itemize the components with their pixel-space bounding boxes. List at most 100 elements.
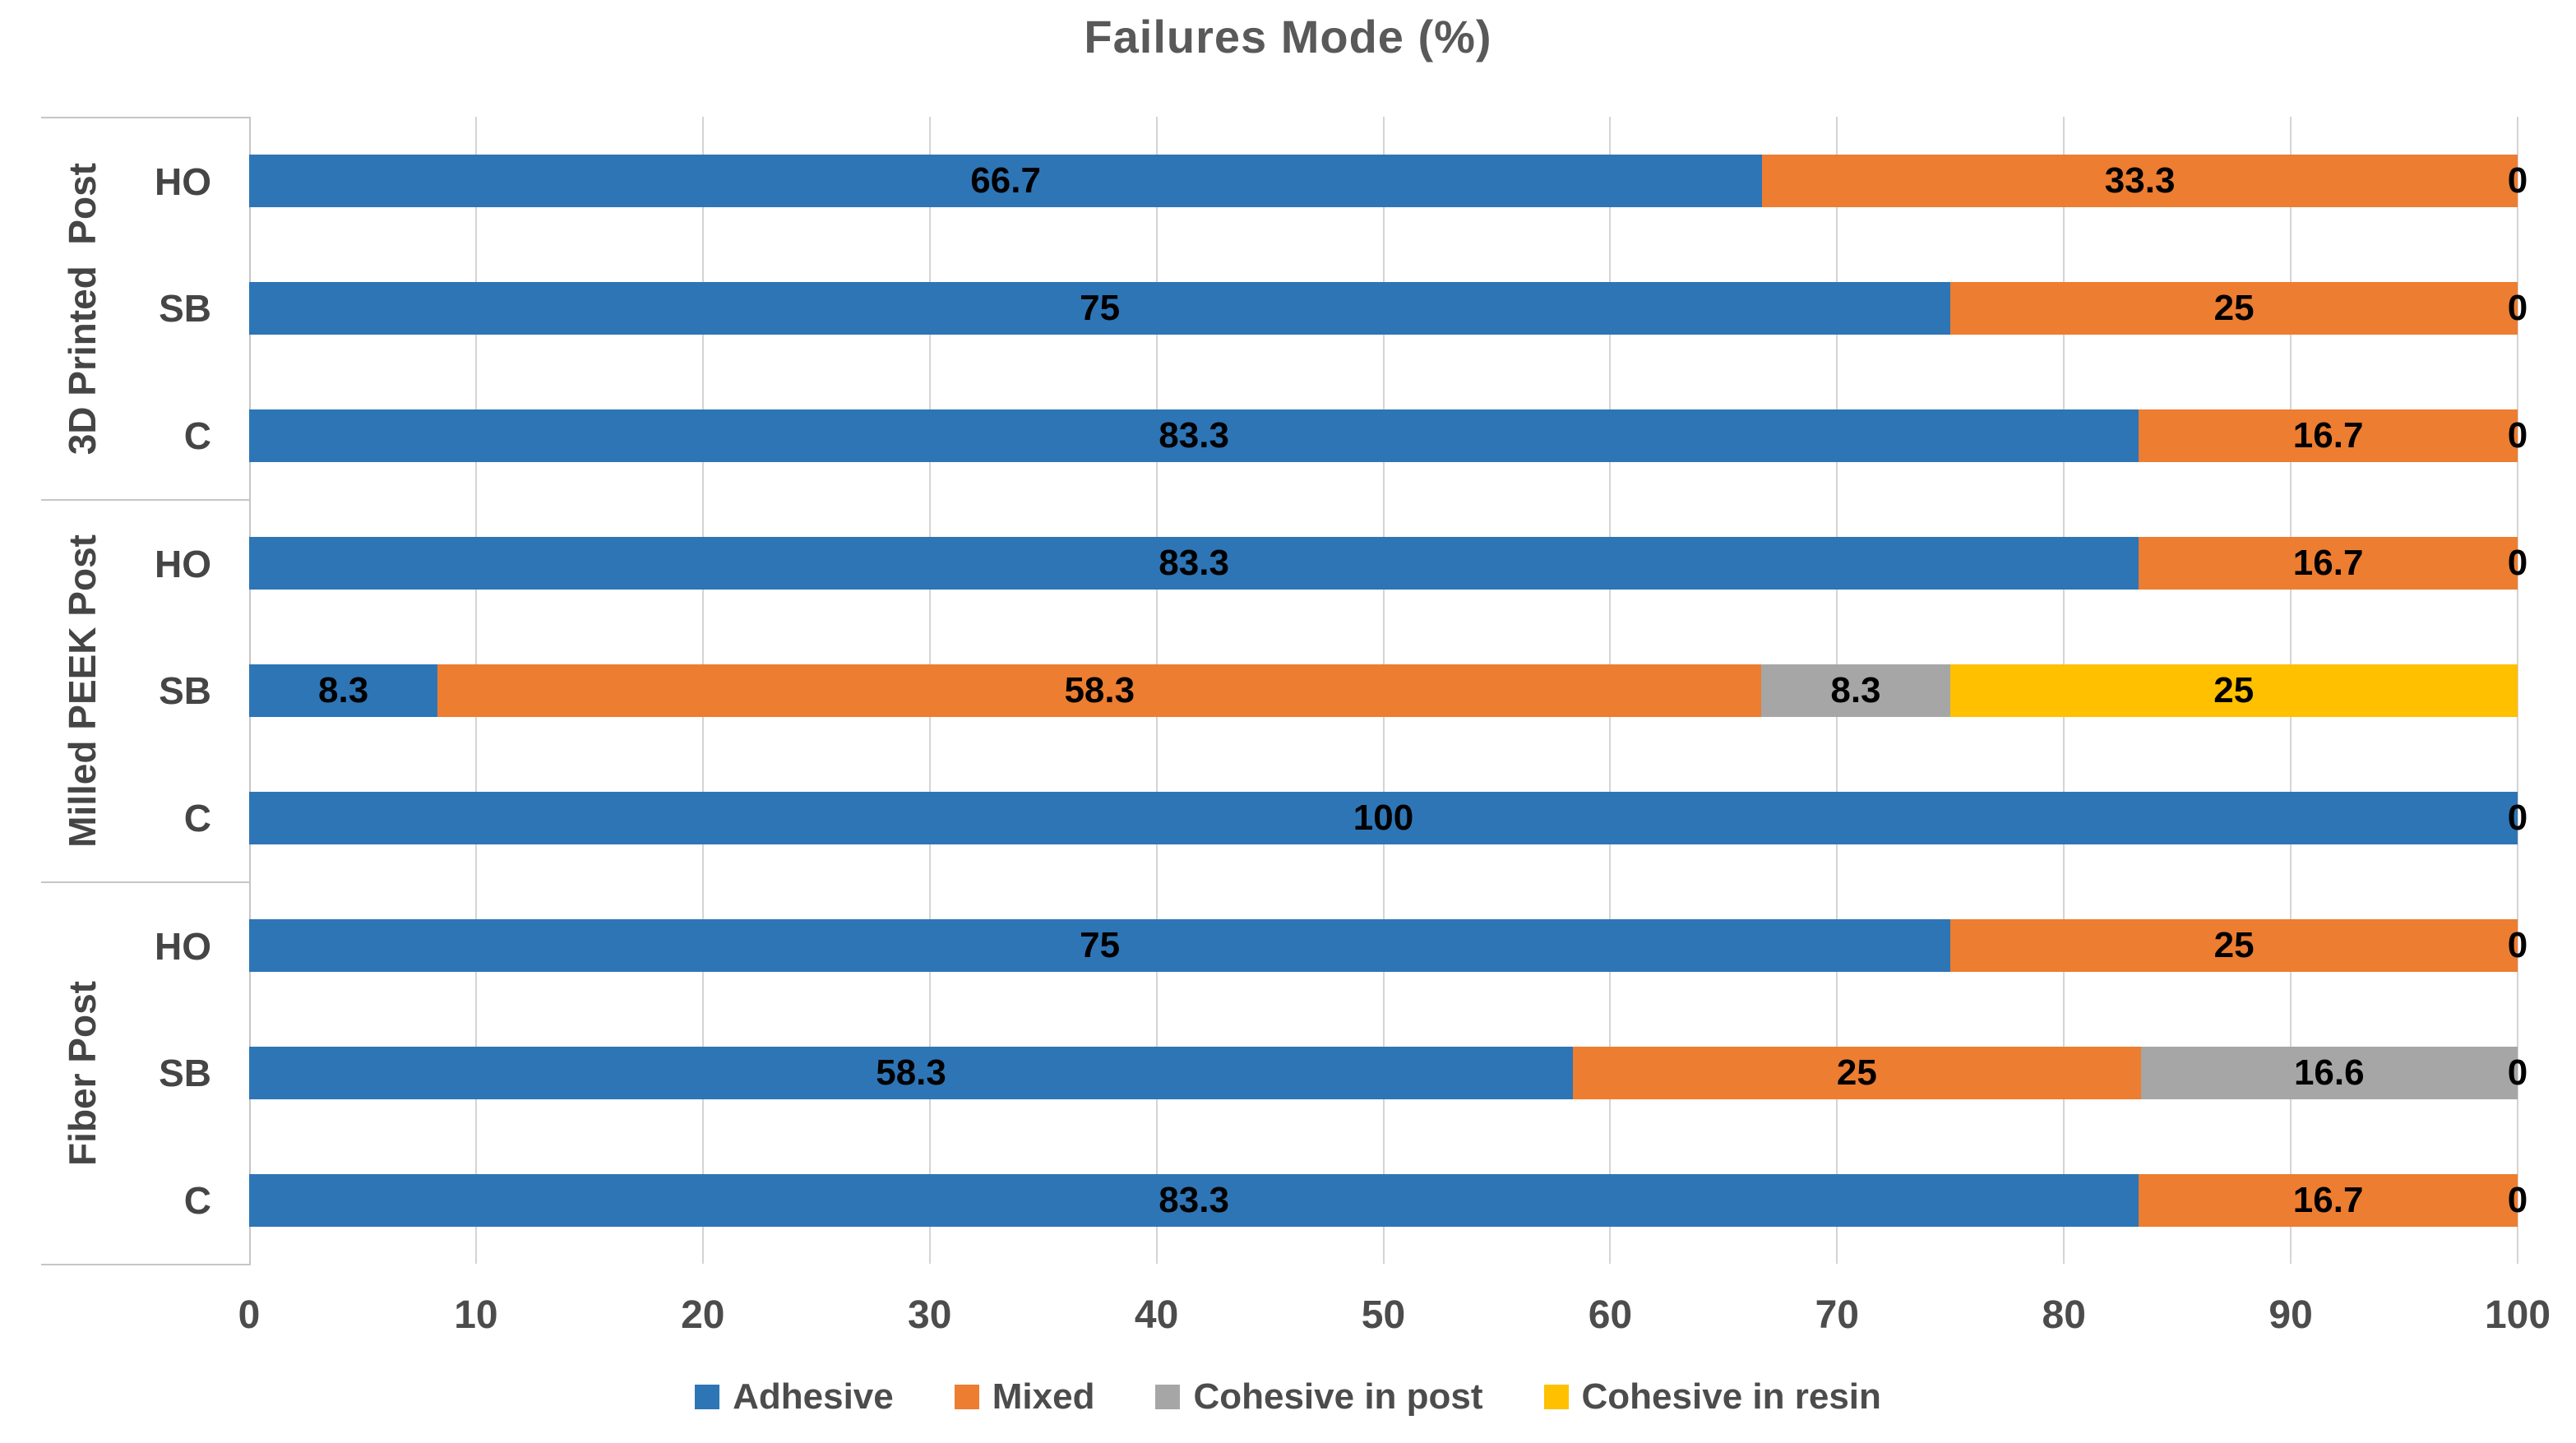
- group-label-box: Fiber Post: [41, 883, 123, 1264]
- data-label-zero: 0: [2507, 925, 2528, 965]
- bar: 75 25 0: [249, 282, 2527, 335]
- legend-swatch-icon: [954, 1385, 979, 1409]
- data-label: 83.3: [1159, 415, 1229, 456]
- data-label: 16.7: [2292, 543, 2364, 583]
- data-label: 8.3: [1830, 670, 1881, 710]
- legend-item: Cohesive in post: [1155, 1376, 1483, 1418]
- data-label: 100: [1353, 798, 1414, 838]
- category-label: HO: [155, 160, 211, 204]
- x-axis-tick-label: 40: [1134, 1293, 1179, 1337]
- data-label: 58.3: [1064, 670, 1135, 710]
- legend-label: Cohesive in resin: [1581, 1376, 1881, 1417]
- bar-segment-mixed: 25: [1573, 1047, 2141, 1099]
- group-label-box: 3D Printed Post: [41, 118, 123, 499]
- category-label: C: [183, 414, 211, 457]
- bar: 66.7 33.3 0: [249, 155, 2527, 207]
- data-label: 25: [2213, 670, 2255, 710]
- data-label: 8.3: [318, 670, 369, 710]
- bar-segment-adhesive: 83.3: [249, 409, 2139, 462]
- x-axis-tick-label: 30: [907, 1293, 952, 1337]
- category-axis: 3D Printed Post HO SB C Milled PEEK Post H…: [41, 117, 251, 1265]
- legend-swatch-icon: [1543, 1385, 1569, 1409]
- bar-row: 83.3 16.7 0: [249, 1136, 2527, 1264]
- group-label: Milled PEEK Post: [61, 534, 104, 848]
- bar-segment-cohesive-in-post: 16.6: [2140, 1047, 2518, 1099]
- bar-segment-adhesive: 8.3: [249, 664, 438, 717]
- x-axis-tick-label: 20: [681, 1293, 725, 1337]
- x-axis-tick-label: 70: [1815, 1293, 1859, 1337]
- x-axis: 0 10 20 30 40 50 60 70 80 90 100: [238, 1293, 2551, 1350]
- bar-segment-mixed: 33.3: [1762, 155, 2518, 207]
- category-label: HO: [155, 925, 211, 969]
- x-axis-tick-label: 90: [2268, 1293, 2313, 1337]
- legend-item: Adhesive: [695, 1376, 894, 1418]
- bar-segment-adhesive: 83.3: [249, 1174, 2139, 1227]
- x-axis-tick-label: 10: [454, 1293, 498, 1337]
- bar-segment-mixed: 25: [1950, 282, 2518, 335]
- data-label: 83.3: [1159, 1180, 1229, 1220]
- plot-area: 66.7 33.3 0 75 25 0 83.3 16.7 0 83.3 16.7 0 8.3 5…: [249, 117, 2527, 1264]
- category-label: SB: [159, 287, 211, 331]
- legend-swatch-icon: [1155, 1385, 1181, 1409]
- data-label: 25: [1836, 1052, 1877, 1093]
- x-axis-tick-label: 100: [2484, 1293, 2551, 1337]
- data-label-zero: 0: [2507, 160, 2528, 201]
- data-label: 58.3: [876, 1052, 946, 1093]
- bar-segment-adhesive: 66.7: [249, 155, 1763, 207]
- bar: 75 25 0: [249, 919, 2527, 972]
- legend-label: Adhesive: [733, 1376, 894, 1417]
- category-labels: HO SB C: [123, 118, 249, 499]
- legend-label: Cohesive in post: [1193, 1376, 1483, 1417]
- bar-segment-adhesive: 75: [249, 919, 1951, 972]
- bar: 100 0: [249, 792, 2527, 844]
- chart-title: Failures Mode (%): [1084, 11, 1492, 62]
- bar-segment-cohesive-in-post: 8.3: [1761, 664, 1950, 717]
- data-label-zero: 0: [2507, 1052, 2528, 1093]
- legend-swatch-icon: [695, 1385, 720, 1409]
- bars: 66.7 33.3 0 75 25 0 83.3 16.7 0 83.3 16.7 0 8.3 5…: [249, 117, 2527, 1264]
- category-labels: HO SB C: [123, 883, 249, 1264]
- legend-label: Mixed: [992, 1376, 1095, 1417]
- category-labels: HO SB C: [123, 501, 249, 881]
- category-label: SB: [159, 669, 211, 713]
- group-label: Fiber Post: [61, 981, 104, 1166]
- bar-segment-adhesive: 83.3: [249, 537, 2139, 590]
- category-label: SB: [159, 1052, 211, 1095]
- bar-segment-mixed: 58.3: [437, 664, 1762, 717]
- bar-segment-adhesive: 58.3: [249, 1047, 1574, 1099]
- x-axis-tick-label: 60: [1588, 1293, 1633, 1337]
- x-axis-tick-label: 80: [2042, 1293, 2086, 1337]
- bar-segment-cohesive-in-resin: 25: [1949, 664, 2518, 717]
- bar: 8.3 58.3 8.3 25: [249, 664, 2518, 717]
- category-label: C: [183, 796, 211, 839]
- x-axis-tick-label: 0: [238, 1293, 261, 1337]
- bar-segment-adhesive: 75: [249, 282, 1951, 335]
- category-group: Fiber Post HO SB C: [41, 881, 249, 1264]
- bar-segment-adhesive: 100: [249, 792, 2518, 844]
- data-label-zero: 0: [2507, 1180, 2528, 1220]
- bar: 83.3 16.7 0: [249, 409, 2527, 462]
- bar-segment-mixed: 16.7: [2139, 1174, 2518, 1227]
- bar-row: 58.3 25 16.6 0: [249, 1009, 2527, 1136]
- data-label: 16.6: [2293, 1052, 2365, 1093]
- bar-row: 100 0: [249, 754, 2527, 881]
- category-label: C: [183, 1178, 211, 1222]
- bar-row: 75 25 0: [249, 881, 2527, 1009]
- data-label-zero: 0: [2507, 798, 2528, 838]
- data-label-zero: 0: [2507, 415, 2528, 456]
- category-group: 3D Printed Post HO SB C: [41, 117, 249, 499]
- bar-row: 75 25 0: [249, 244, 2527, 372]
- legend-item: Mixed: [954, 1376, 1095, 1418]
- legend: Adhesive Mixed Cohesive in post Cohesive…: [0, 1376, 2576, 1418]
- data-label: 75: [1080, 288, 1121, 328]
- bar-row: 8.3 58.3 8.3 25: [249, 627, 2518, 754]
- group-label: 3D Printed Post: [61, 162, 104, 456]
- data-label: 25: [2213, 925, 2255, 965]
- data-label: 33.3: [2104, 160, 2176, 201]
- bar: 58.3 25 16.6 0: [249, 1047, 2527, 1099]
- bar: 83.3 16.7 0: [249, 537, 2527, 590]
- bar-segment-mixed: 16.7: [2139, 537, 2518, 590]
- bar-row: 66.7 33.3 0: [249, 117, 2527, 244]
- gridline: [2517, 117, 2518, 1264]
